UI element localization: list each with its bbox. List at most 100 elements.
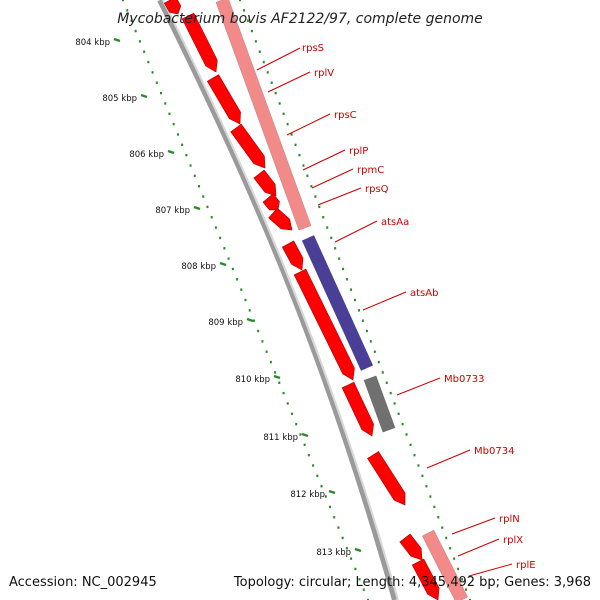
ruler-dot xyxy=(155,81,158,84)
outer-dot xyxy=(346,278,349,281)
ruler-dot xyxy=(328,505,331,509)
kbp-major-tick xyxy=(219,261,227,267)
kbp-label: 811 kbp xyxy=(263,433,298,443)
gene-arrow xyxy=(230,123,266,169)
genome-backbone xyxy=(157,0,399,600)
ruler-dot xyxy=(274,371,277,374)
outer-dot xyxy=(429,495,432,498)
outer-dot xyxy=(373,350,376,353)
outer-dot xyxy=(437,516,440,519)
ruler-dot xyxy=(324,495,327,498)
callout-line xyxy=(317,187,362,206)
ruler-dot xyxy=(236,278,239,281)
feature-bands xyxy=(215,0,469,600)
outer-dot xyxy=(314,195,317,198)
ruler-dot xyxy=(168,112,171,115)
kbp-ruler: 804 kbp 805 kbp 806 kbp 807 kbp 808 kbp 809 k… xyxy=(75,37,362,558)
callout-line xyxy=(362,291,407,311)
outer-dot xyxy=(246,19,249,22)
ruler-dot xyxy=(223,247,226,250)
callout-line xyxy=(451,517,496,535)
outer-dot xyxy=(334,247,337,250)
outer-dot xyxy=(318,205,321,209)
gene-arrow xyxy=(253,169,277,197)
kbp-major-tick xyxy=(140,93,148,99)
ruler-dot xyxy=(320,485,323,488)
callout-line xyxy=(396,377,441,396)
outer-dot xyxy=(254,40,257,43)
ruler-dot xyxy=(303,443,306,447)
outer-dot xyxy=(354,298,356,302)
outer-dot xyxy=(282,112,285,115)
ruler-dot xyxy=(290,412,293,415)
outer-dot xyxy=(242,9,245,12)
ruler-dot xyxy=(176,133,179,136)
ruler-dot xyxy=(295,422,298,426)
outer-dot xyxy=(278,102,281,105)
kbp-label: 812 kbp xyxy=(290,490,325,500)
ruler-dot xyxy=(198,185,201,188)
outer-dot xyxy=(461,578,464,581)
callout-line xyxy=(286,113,331,136)
ruler-dot xyxy=(181,143,184,147)
ruler-dot xyxy=(122,0,124,2)
kbp-label: 807 kbp xyxy=(155,206,190,216)
ruler-dot xyxy=(151,71,154,74)
outer-dot xyxy=(441,526,444,529)
outer-dot xyxy=(365,329,368,333)
ruler-dot xyxy=(341,536,344,540)
callout-line xyxy=(256,47,301,71)
callout-line xyxy=(457,538,500,557)
outer-dot xyxy=(294,143,297,147)
outer-dot xyxy=(421,474,424,478)
outer-dot xyxy=(250,29,253,33)
ruler-dot xyxy=(333,516,336,519)
gene-label: rpsC xyxy=(334,110,357,121)
ruler-dot xyxy=(193,174,196,178)
outer-dot xyxy=(322,216,325,219)
ruler-dot xyxy=(358,578,361,581)
ruler-dot xyxy=(206,205,209,209)
outer-dot xyxy=(417,464,420,467)
outer-dot xyxy=(286,122,289,126)
ruler-dot xyxy=(278,381,281,384)
feature-band-blue xyxy=(301,234,374,372)
outer-dot xyxy=(262,60,265,64)
outer-dot xyxy=(266,71,269,74)
ruler-dot xyxy=(252,319,255,322)
ruler-dot xyxy=(248,309,251,312)
ruler-dot xyxy=(164,102,167,105)
outer-dot xyxy=(457,567,460,571)
ruler-dot xyxy=(231,267,234,271)
outer-dot xyxy=(449,547,452,550)
outer-dot xyxy=(342,267,345,271)
outer-dot xyxy=(239,0,241,2)
ruler-dot xyxy=(227,257,230,260)
gene-label: rpmC xyxy=(357,165,384,176)
ruler-dot xyxy=(282,391,285,395)
gene-arrow xyxy=(411,558,440,600)
gene-label: rpsS xyxy=(302,43,324,54)
gene-arrow xyxy=(281,240,304,271)
ruler-dot xyxy=(130,19,133,22)
ruler-dot xyxy=(367,598,369,600)
ruler-dot xyxy=(269,360,272,364)
ruler-dot xyxy=(244,298,247,302)
backbone-outer xyxy=(157,0,398,600)
kbp-label: 809 kbp xyxy=(208,318,243,328)
gene-label: atsAa xyxy=(381,217,409,228)
ruler-dot xyxy=(202,195,205,198)
outer-dot xyxy=(377,360,380,364)
kbp-major-tick xyxy=(167,149,175,155)
outer-dot xyxy=(401,422,404,426)
gene-label: rplE xyxy=(516,560,536,571)
gene-label: Mb0734 xyxy=(474,446,514,457)
gene-callouts: rpsS rplV rpsC rplP rpmC rpsQ atsAa atsAb Mb0733… xyxy=(256,43,536,577)
feature-band-light xyxy=(215,0,312,231)
outer-dot xyxy=(397,412,400,415)
outer-dot xyxy=(290,133,293,136)
outer-dot xyxy=(302,164,305,167)
kbp-label: 813 kbp xyxy=(316,548,351,558)
outer-dot xyxy=(361,319,364,322)
gene-arrow xyxy=(181,12,218,73)
